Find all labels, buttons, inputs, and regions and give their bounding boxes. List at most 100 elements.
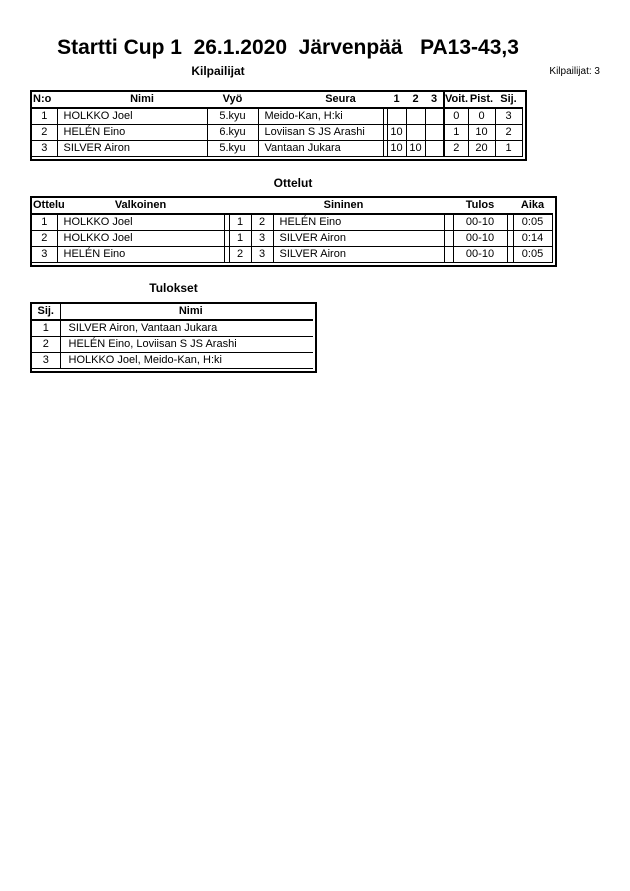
- competitors-header-row: N:o Nimi Vyö Seura 1 2 3 Voit. Pist. Sij…: [32, 92, 522, 109]
- round-3-cell: [425, 124, 445, 141]
- round-1-cell: [386, 108, 407, 125]
- header-match: Ottelu: [32, 198, 65, 215]
- header-place: Sij.: [32, 304, 61, 321]
- spacer: [224, 246, 229, 263]
- no-cell: 2: [32, 124, 58, 141]
- match-no-cell: 2: [32, 230, 58, 247]
- match-row: 3 HELÉN Eino 2 3 SILVER Airon 00-10 0:05: [32, 246, 553, 263]
- belt-cell: 5.kyu: [207, 140, 259, 157]
- header-name: Nimi: [60, 304, 313, 321]
- blue-cell: HELÉN Eino: [273, 214, 445, 231]
- white-no-cell: 2: [228, 246, 252, 263]
- club-cell: Vantaan Jukara: [258, 140, 384, 157]
- results-table: Sij. Nimi 1 SILVER Airon, Vantaan Jukara…: [30, 302, 317, 373]
- header-no: N:o: [32, 92, 57, 109]
- competitors-table: N:o Nimi Vyö Seura 1 2 3 Voit. Pist. Sij…: [30, 90, 527, 161]
- no-cell: 3: [32, 140, 58, 157]
- place-cell: 1: [495, 140, 523, 157]
- spacer: [507, 246, 513, 263]
- section-title-competitors: Kilpailijat: [191, 64, 245, 78]
- match-row: 1 HOLKKO Joel 1 2 HELÉN Eino 00-10 0:05: [32, 214, 553, 231]
- white-cell: HOLKKO Joel: [57, 214, 225, 231]
- name-cell: HELÉN Eino: [57, 124, 208, 141]
- header-white: Valkoinen: [57, 198, 224, 215]
- header-wins: Voit.: [443, 92, 468, 109]
- round-3-cell: [425, 108, 445, 125]
- blue-no-cell: 3: [251, 230, 274, 247]
- match-no-cell: 1: [32, 214, 58, 231]
- spacer: [383, 108, 387, 125]
- spacer: [507, 214, 513, 231]
- white-no-cell: 1: [228, 230, 252, 247]
- name-cell: SILVER Airon, Vantaan Jukara: [60, 320, 313, 337]
- place-cell: 3: [495, 108, 523, 125]
- spacer: [507, 230, 513, 247]
- wins-cell: 2: [443, 140, 469, 157]
- header-result: Tulos: [453, 198, 507, 215]
- round-1-cell: 10: [386, 124, 407, 141]
- blue-no-cell: 2: [251, 214, 274, 231]
- competitor-row: 2 HELÉN Eino 6.kyu Loviisan S JS Arashi …: [32, 124, 523, 141]
- section-title-results: Tulokset: [149, 281, 198, 295]
- header-round-2: 2: [406, 92, 425, 109]
- header-spacer: [224, 198, 229, 215]
- spacer: [224, 214, 229, 231]
- blue-cell: SILVER Airon: [273, 230, 445, 247]
- spacer: [444, 230, 453, 247]
- header-name: Nimi: [57, 92, 207, 109]
- header-round-3: 3: [425, 92, 444, 109]
- round-2-cell: [406, 124, 426, 141]
- results-header-row: Sij. Nimi: [32, 304, 313, 321]
- spacer: [224, 230, 229, 247]
- time-cell: 0:05: [512, 246, 553, 263]
- header-belt: Vyö: [207, 92, 258, 109]
- result-cell: 00-10: [452, 246, 508, 263]
- header-spacer: [444, 198, 453, 215]
- place-cell: 2: [32, 336, 61, 353]
- club-cell: Loviisan S JS Arashi: [258, 124, 384, 141]
- name-cell: HOLKKO Joel, Meido-Kan, H:ki: [60, 352, 313, 369]
- time-cell: 0:05: [512, 214, 553, 231]
- name-cell: HOLKKO Joel: [57, 108, 208, 125]
- round-2-cell: [406, 108, 426, 125]
- white-cell: HELÉN Eino: [57, 246, 225, 263]
- header-points: Pist.: [468, 92, 495, 109]
- match-row: 2 HOLKKO Joel 1 3 SILVER Airon 00-10 0:1…: [32, 230, 553, 247]
- points-cell: 0: [468, 108, 496, 125]
- header-time: Aika: [513, 198, 552, 215]
- competitors-count-label: Kilpailijat: 3: [549, 66, 600, 77]
- belt-cell: 6.kyu: [207, 124, 259, 141]
- competitor-row: 1 HOLKKO Joel 5.kyu Meido-Kan, H:ki 0 0 …: [32, 108, 523, 125]
- spacer: [444, 214, 453, 231]
- header-round-1: 1: [387, 92, 406, 109]
- section-title-matches: Ottelut: [273, 176, 313, 190]
- round-2-cell: 10: [406, 140, 426, 157]
- spacer: [444, 246, 453, 263]
- matches-header-row: Ottelu Valkoinen Sininen Tulos Aika: [32, 198, 552, 215]
- header-blue-no: [251, 198, 273, 215]
- result-cell: 00-10: [452, 214, 508, 231]
- round-3-cell: [425, 140, 445, 157]
- spacer: [383, 140, 387, 157]
- no-cell: 1: [32, 108, 58, 125]
- header-blue: Sininen: [273, 198, 444, 215]
- result-row: 2 HELÉN Eino, Loviisan S JS Arashi: [32, 336, 313, 353]
- club-cell: Meido-Kan, H:ki: [258, 108, 384, 125]
- belt-cell: 5.kyu: [207, 108, 259, 125]
- round-1-cell: 10: [386, 140, 407, 157]
- header-spacer: [507, 198, 513, 215]
- matches-table: Ottelu Valkoinen Sininen Tulos Aika 1 HO…: [30, 196, 557, 267]
- points-cell: 10: [468, 124, 496, 141]
- white-cell: HOLKKO Joel: [57, 230, 225, 247]
- time-cell: 0:14: [512, 230, 553, 247]
- place-cell: 3: [32, 352, 61, 369]
- wins-cell: 0: [443, 108, 469, 125]
- name-cell: SILVER Airon: [57, 140, 208, 157]
- wins-cell: 1: [443, 124, 469, 141]
- points-cell: 20: [468, 140, 496, 157]
- match-no-cell: 3: [32, 246, 58, 263]
- header-club: Seura: [258, 92, 383, 109]
- place-cell: 2: [495, 124, 523, 141]
- header-white-no: [229, 198, 251, 215]
